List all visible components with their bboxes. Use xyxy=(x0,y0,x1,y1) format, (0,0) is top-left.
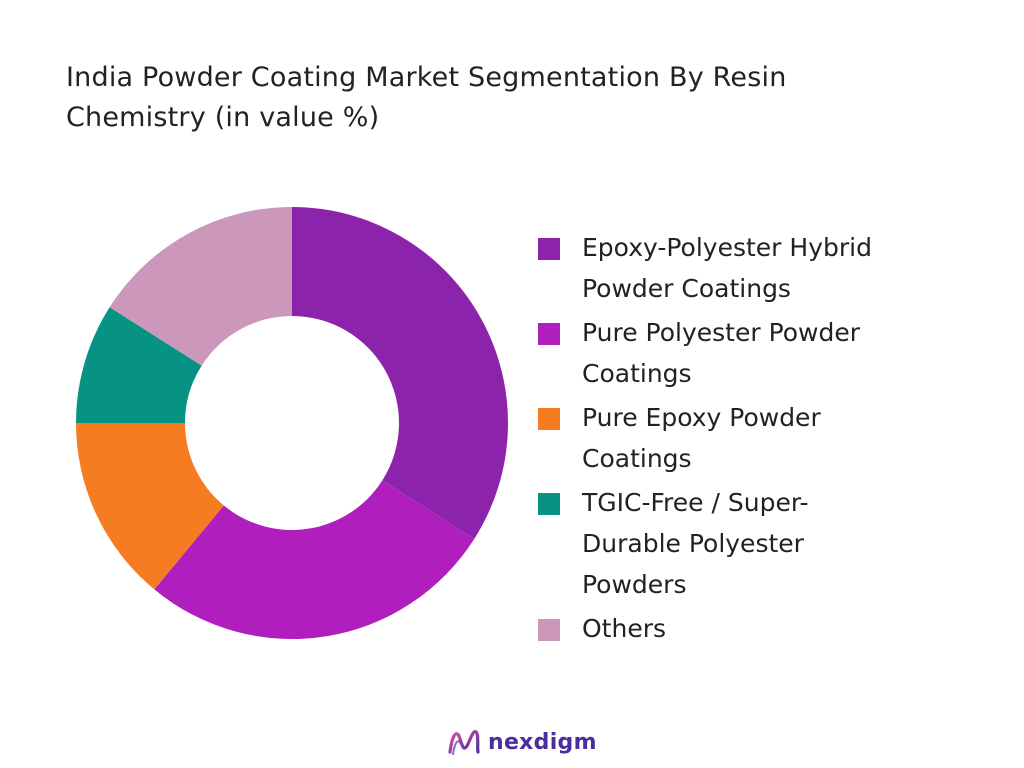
legend-item: Pure Polyester Powder Coatings xyxy=(538,312,958,394)
legend-item: TGIC-Free / Super- Durable Polyester Pow… xyxy=(538,482,958,605)
legend-label: Pure Polyester Powder Coatings xyxy=(582,318,861,388)
legend-label: TGIC-Free / Super- Durable Polyester Pow… xyxy=(582,488,809,599)
legend-swatch xyxy=(538,238,560,260)
legend-swatch xyxy=(538,323,560,345)
donut-chart xyxy=(72,203,512,643)
donut-slice-2 xyxy=(154,480,475,639)
legend-swatch xyxy=(538,408,560,430)
donut-slice-5 xyxy=(109,207,292,366)
legend-label: Others xyxy=(582,614,667,643)
legend-label: Epoxy-Polyester Hybrid Powder Coatings xyxy=(582,233,872,303)
donut-slice-1 xyxy=(292,207,508,539)
brand-footer: nexdigm xyxy=(444,722,597,762)
legend-swatch xyxy=(538,619,560,641)
legend-label: Pure Epoxy Powder Coatings xyxy=(582,403,821,473)
donut-slice-3 xyxy=(76,423,224,590)
donut-slice-4 xyxy=(76,307,202,423)
legend-swatch xyxy=(538,493,560,515)
brand-name: nexdigm xyxy=(488,729,597,755)
chart-legend: Epoxy-Polyester Hybrid Powder Coatings P… xyxy=(538,227,958,652)
legend-item: Pure Epoxy Powder Coatings xyxy=(538,397,958,479)
nexdigm-logo-icon xyxy=(448,730,480,755)
donut-chart-svg xyxy=(76,207,508,639)
legend-item: Epoxy-Polyester Hybrid Powder Coatings xyxy=(538,227,958,309)
chart-title: India Powder Coating Market Segmentation… xyxy=(66,62,787,133)
legend-item: Others xyxy=(538,608,958,649)
